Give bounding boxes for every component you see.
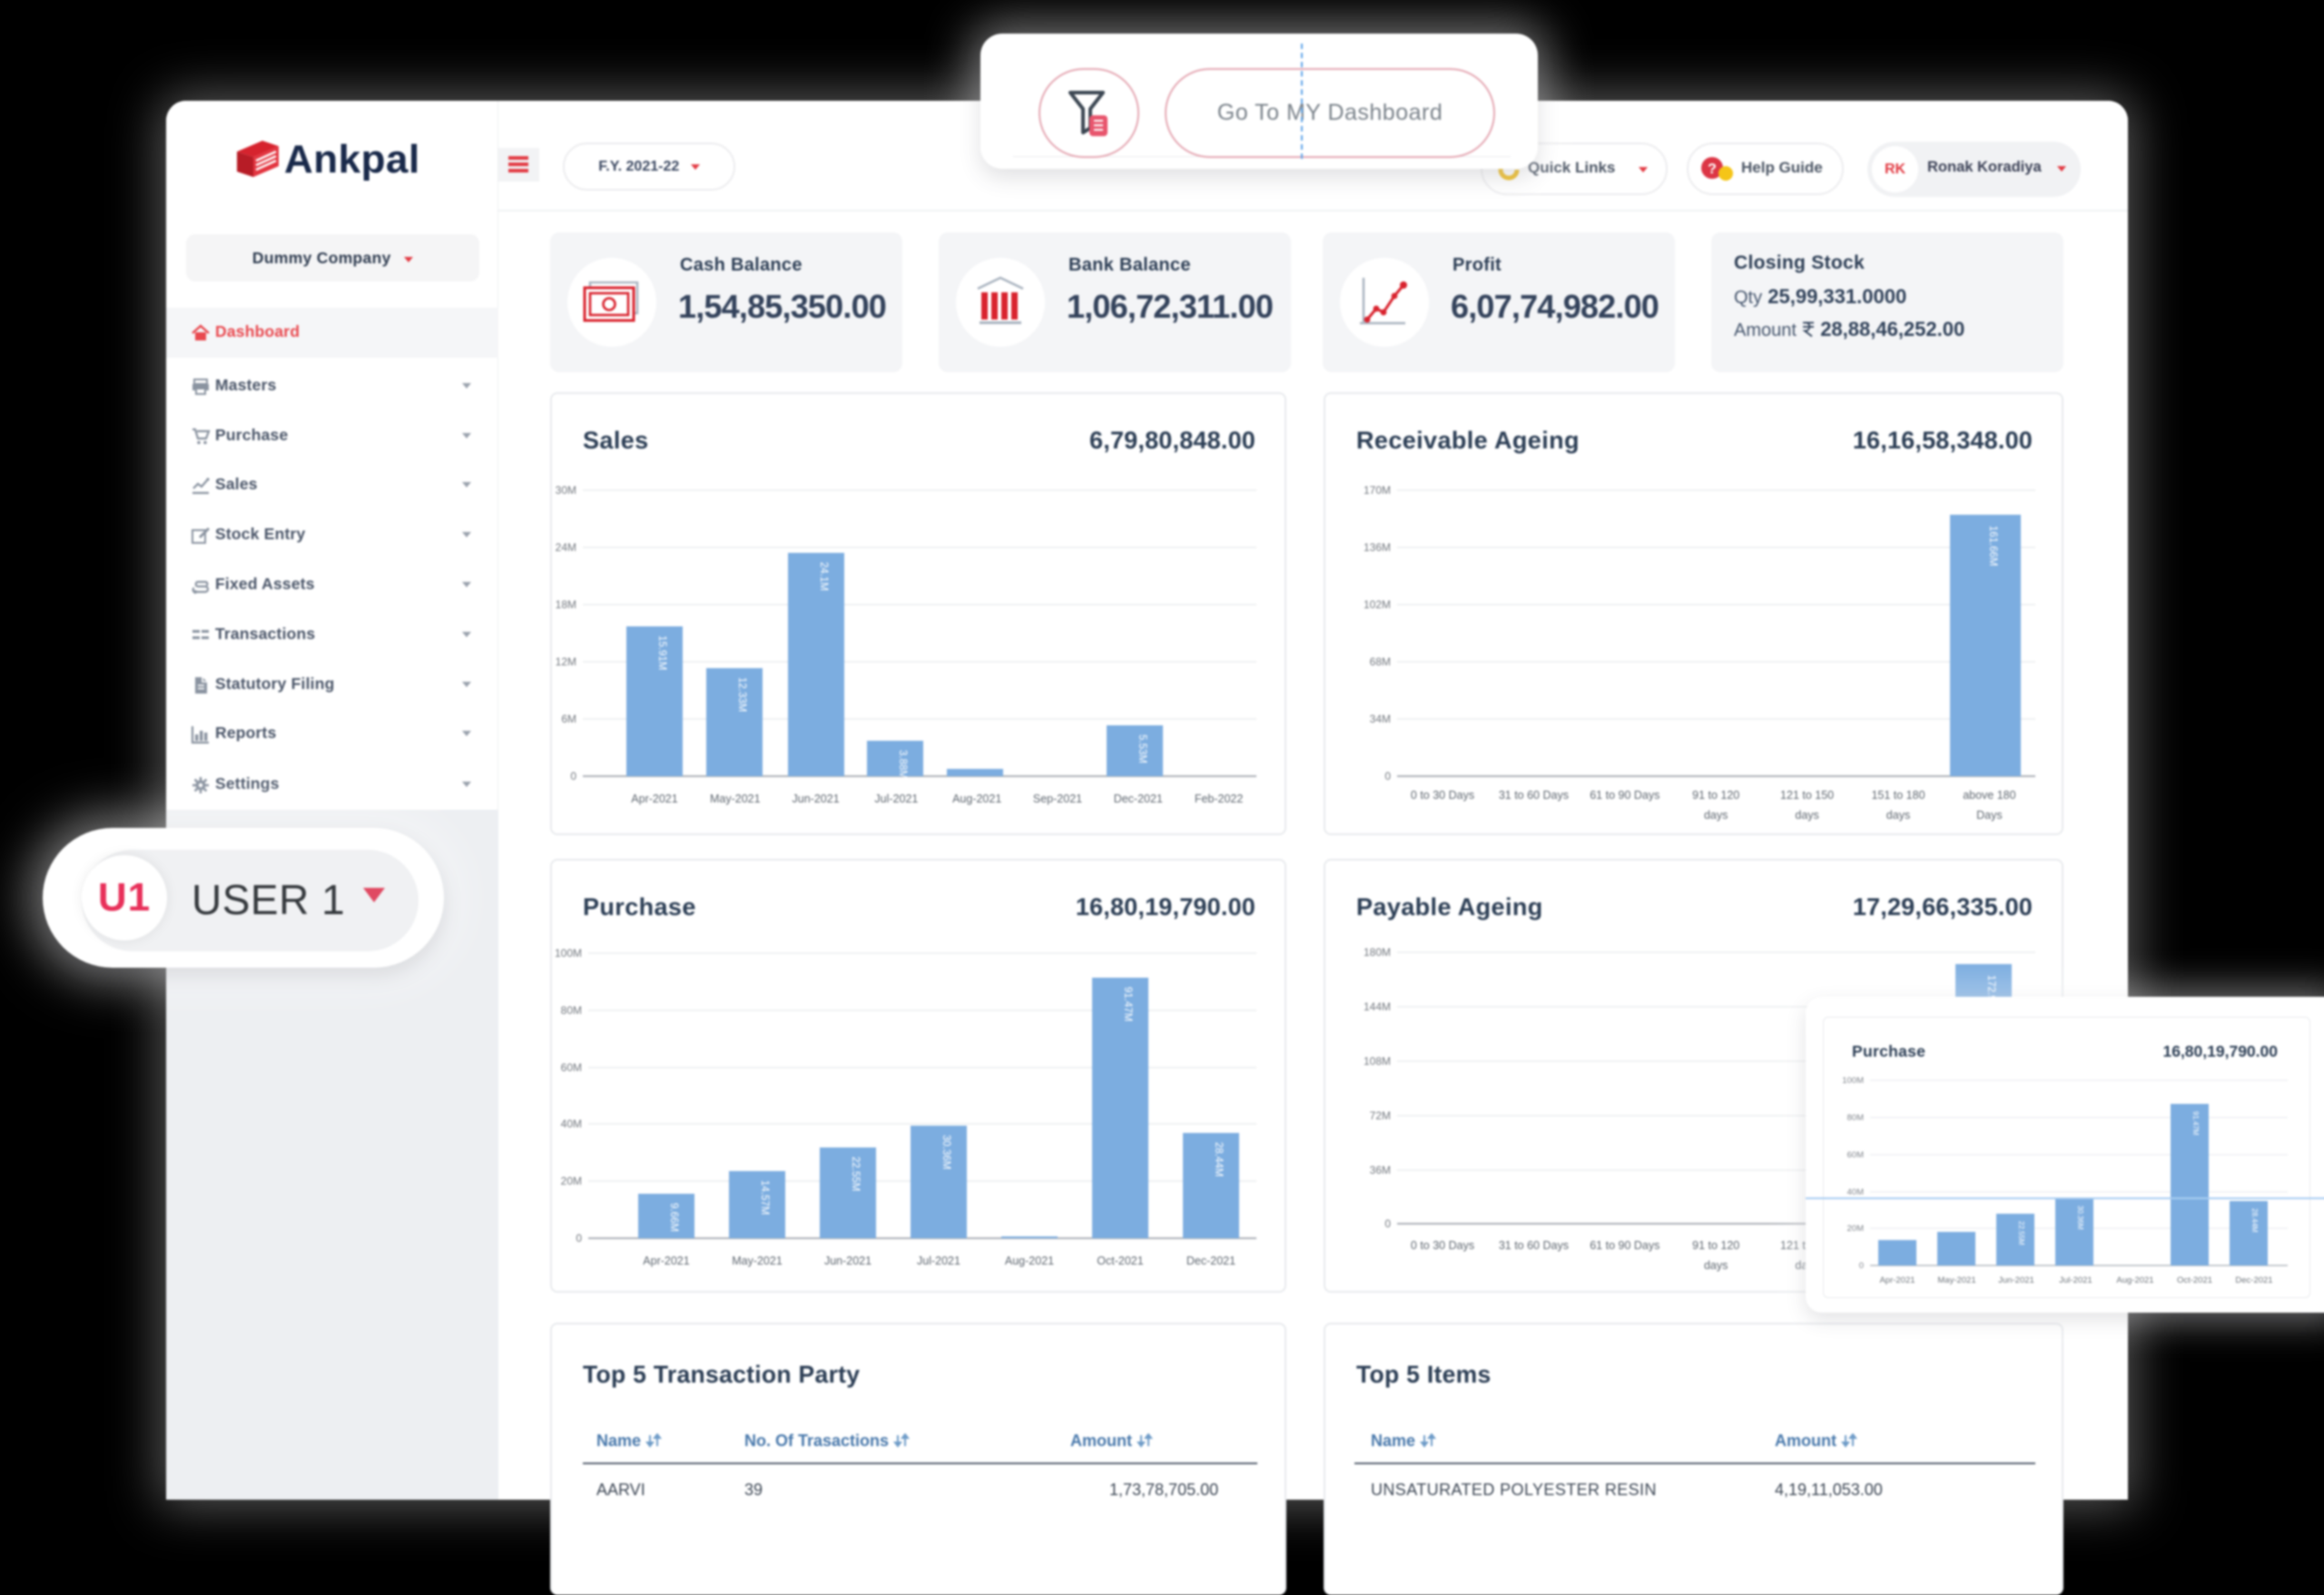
svg-text:100M: 100M [1842,1076,1864,1086]
svg-text:14.57M: 14.57M [759,1180,770,1215]
svg-text:Apr-2021: Apr-2021 [631,793,677,805]
svg-text:0 to 30 Days: 0 to 30 Days [1411,789,1474,802]
svg-text:0: 0 [570,770,576,783]
svg-text:40M: 40M [1847,1187,1865,1197]
svg-text:68M: 68M [1370,655,1391,668]
svg-text:91.47M: 91.47M [2191,1111,2200,1136]
svg-text:24.1M: 24.1M [818,562,829,591]
svg-text:15.91M: 15.91M [656,635,667,670]
svg-text:34M: 34M [1370,713,1391,725]
svg-text:?: ? [1708,162,1717,177]
svg-text:days: days [1795,809,1818,822]
svg-text:22.55M: 22.55M [2017,1221,2025,1245]
svg-text:Aug-2021: Aug-2021 [2116,1275,2153,1285]
svg-text:60M: 60M [1847,1150,1865,1160]
svg-text:20M: 20M [561,1175,582,1187]
svg-text:151 to 180: 151 to 180 [1871,789,1925,802]
svg-text:Jun-2021: Jun-2021 [793,793,840,805]
svg-text:Oct-2021: Oct-2021 [2177,1275,2212,1285]
svg-text:136M: 136M [1364,541,1391,554]
svg-text:40M: 40M [561,1117,582,1130]
svg-text:Jul-2021: Jul-2021 [2059,1275,2092,1285]
svg-text:180M: 180M [1364,946,1391,959]
svg-text:102M: 102M [1364,598,1391,611]
svg-text:121 to 150: 121 to 150 [1780,789,1834,802]
svg-text:days: days [1704,809,1728,822]
svg-text:30.36M: 30.36M [940,1135,951,1169]
svg-text:6M: 6M [561,713,576,725]
svg-text:3.88M: 3.88M [897,750,908,779]
svg-text:Apr-2021: Apr-2021 [1879,1275,1915,1285]
svg-text:61 to 90 Days: 61 to 90 Days [1590,789,1659,802]
svg-text:days: days [1886,809,1910,822]
svg-text:30.36M: 30.36M [2076,1206,2084,1230]
svg-text:31 to 60 Days: 31 to 60 Days [1499,1239,1569,1252]
svg-text:12M: 12M [556,655,576,668]
svg-text:36M: 36M [1370,1164,1391,1177]
svg-text:0: 0 [1384,770,1391,783]
svg-text:Dec-2021: Dec-2021 [1187,1255,1236,1267]
svg-text:9.66M: 9.66M [668,1203,679,1232]
svg-text:91 to 120: 91 to 120 [1692,1239,1739,1252]
svg-text:Aug-2021: Aug-2021 [952,793,1001,805]
svg-text:30M: 30M [556,484,576,497]
svg-text:Jul-2021: Jul-2021 [874,793,918,805]
svg-text:60M: 60M [561,1061,582,1074]
svg-text:0: 0 [1384,1217,1391,1230]
svg-text:Jun-2021: Jun-2021 [1998,1275,2034,1285]
svg-text:0 to 30 Days: 0 to 30 Days [1411,1239,1474,1252]
svg-text:May-2021: May-2021 [710,793,761,805]
svg-text:Sep-2021: Sep-2021 [1033,793,1082,805]
svg-text:20M: 20M [1847,1224,1865,1234]
svg-text:80M: 80M [561,1004,582,1017]
svg-text:Jul-2021: Jul-2021 [917,1255,960,1267]
svg-text:61 to 90 Days: 61 to 90 Days [1590,1239,1659,1252]
svg-text:May-2021: May-2021 [732,1255,783,1267]
svg-text:Dec-2021: Dec-2021 [1114,793,1163,805]
svg-text:Oct-2021: Oct-2021 [1097,1255,1143,1267]
svg-text:91 to 120: 91 to 120 [1692,789,1739,802]
svg-text:Apr-2021: Apr-2021 [643,1255,689,1267]
svg-text:28.44M: 28.44M [2250,1208,2259,1233]
svg-text:80M: 80M [1847,1113,1865,1123]
svg-text:170M: 170M [1364,484,1391,497]
svg-text:May-2021: May-2021 [1937,1275,1975,1285]
svg-text:Jun-2021: Jun-2021 [824,1255,872,1267]
svg-text:91.47M: 91.47M [1122,987,1133,1021]
svg-text:Feb-2022: Feb-2022 [1195,793,1244,805]
svg-text:12.33M: 12.33M [736,677,747,712]
svg-text:22.55M: 22.55M [850,1157,861,1191]
svg-text:0: 0 [576,1232,582,1245]
svg-text:108M: 108M [1364,1055,1391,1068]
svg-text:days: days [1704,1259,1728,1272]
svg-text:Dec-2021: Dec-2021 [2235,1275,2272,1285]
svg-text:24M: 24M [556,541,576,554]
svg-text:144M: 144M [1364,1000,1391,1013]
svg-text:28.44M: 28.44M [1213,1142,1224,1177]
svg-text:72M: 72M [1370,1109,1391,1122]
svg-text:161.66M: 161.66M [1987,526,1998,566]
svg-text:above 180: above 180 [1963,789,2015,802]
svg-text:0: 0 [1859,1261,1864,1271]
svg-text:31 to 60 Days: 31 to 60 Days [1499,789,1569,802]
svg-text:Aug-2021: Aug-2021 [1005,1255,1054,1267]
svg-text:18M: 18M [556,598,576,611]
svg-text:100M: 100M [555,947,582,960]
svg-text:5.53M: 5.53M [1137,734,1147,763]
svg-text:Days: Days [1976,809,2002,822]
